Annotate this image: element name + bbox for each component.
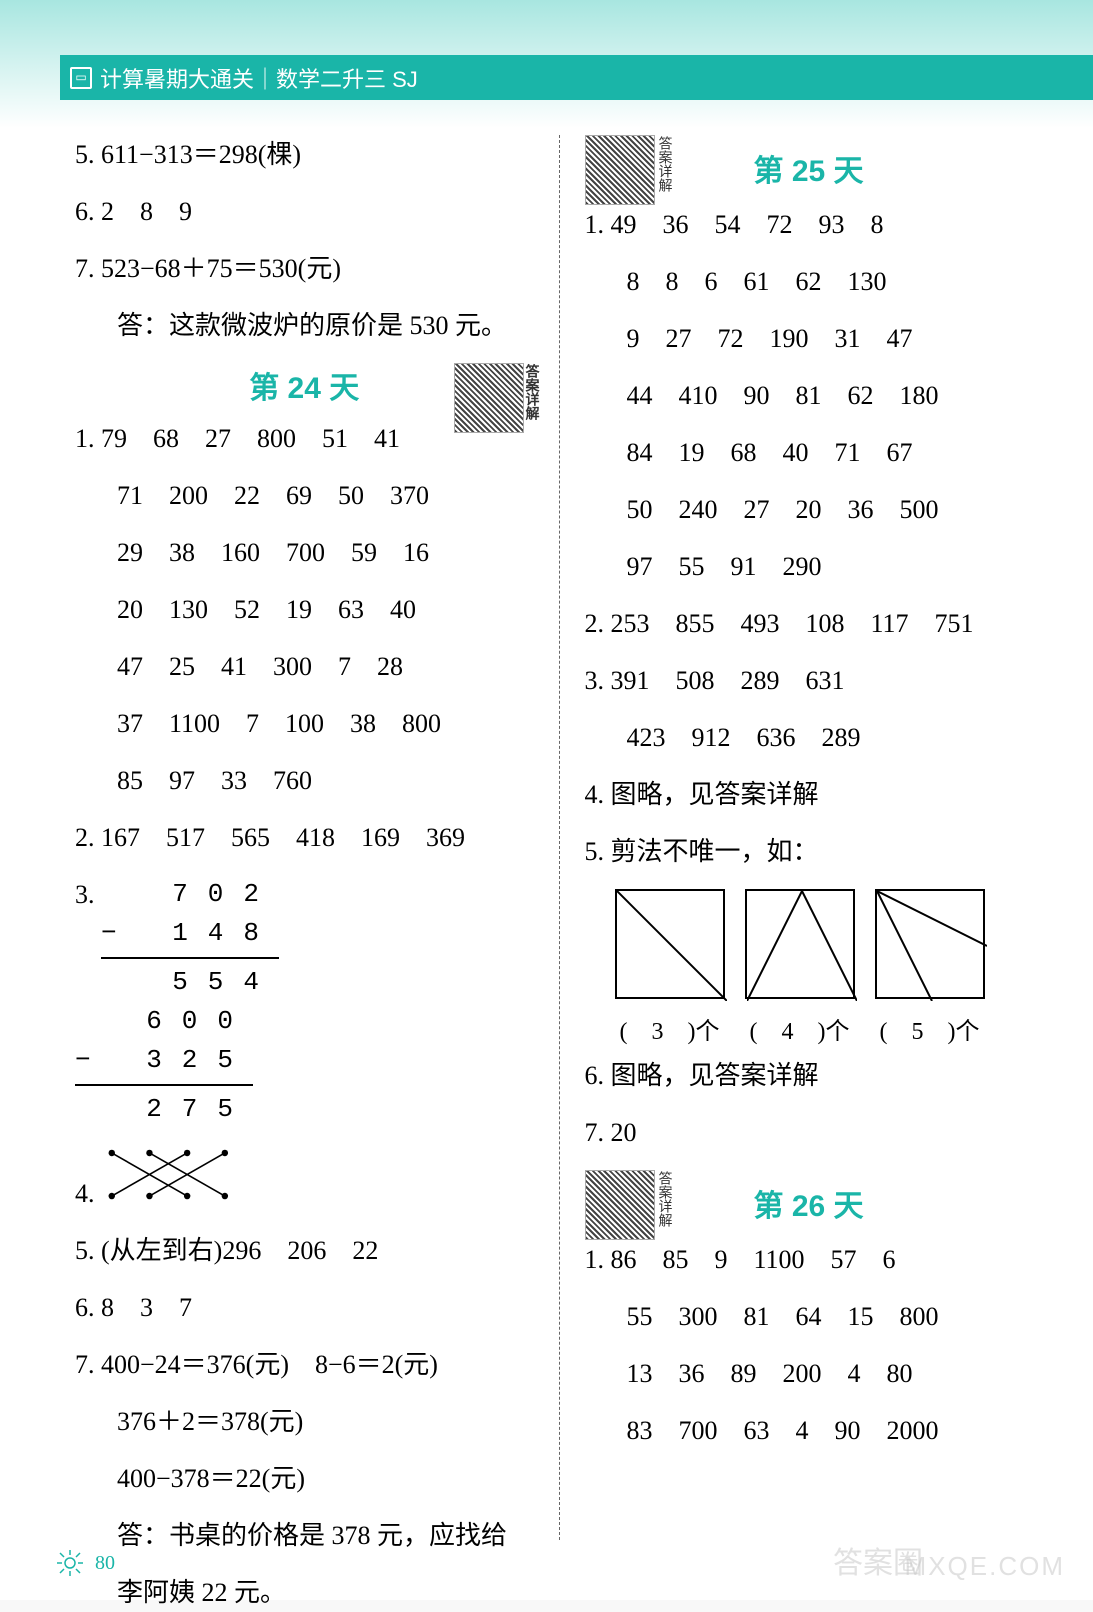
calc-b: 600− 325275: [75, 1002, 253, 1129]
text-line: 3. 391 508 289 631: [585, 661, 1044, 700]
d26-q1: 1. 86 85 9 1100 57 6 55 300 81 64 15 800 1…: [585, 1240, 1044, 1450]
text-line: 83 700 63 4 90 2000: [585, 1411, 1044, 1450]
text-line: 37 1100 7 100 38 800: [75, 704, 534, 743]
cut-item: ( 5 )个: [875, 889, 985, 1046]
d24-q1: 1. 79 68 27 800 51 4171 200 22 69 50 370…: [75, 419, 534, 800]
qr-label: 答案详解: [654, 136, 674, 192]
d25-q4: 4. 图略，见答案详解: [585, 775, 1044, 814]
d24-q4: 4.: [75, 1147, 534, 1213]
text-line: 85 97 33 760: [75, 761, 534, 800]
text-line: 376＋2＝378(元): [75, 1402, 534, 1441]
qr-icon: 答案详解: [585, 1170, 655, 1240]
d24-q2: 2. 167 517 565 418 169 369: [75, 818, 534, 857]
cut-boxes: ( 3 )个( 4 )个( 5 )个: [585, 889, 1044, 1046]
text-line: 423 912 636 289: [585, 718, 1044, 757]
text-line: 答：书桌的价格是 378 元，应找给: [75, 1516, 534, 1555]
d25-q2: 2. 253 855 493 108 117 751: [585, 604, 1044, 643]
header-text: 计算暑期大通关｜数学二升三 SJ: [100, 62, 418, 94]
d24-q4-label: 4.: [75, 1179, 95, 1208]
content-area: 5. 611−313＝298(棵) 6. 2 8 9 7. 523−68＋75＝…: [65, 135, 1053, 1540]
d23-q7b: 答：这款微波炉的原价是 530 元。: [75, 306, 534, 345]
text-line: 71 200 22 69 50 370: [75, 476, 534, 515]
d24-q3: 3. 702− 148554 600− 325275: [75, 875, 534, 1129]
text-line: 55 300 81 64 15 800: [585, 1297, 1044, 1336]
text-line: 1. 49 36 54 72 93 8: [585, 205, 1044, 244]
text-line: 400−378＝22(元): [75, 1459, 534, 1498]
watermark-en: MXQE.COM: [905, 1551, 1065, 1582]
text-line: 9 27 72 190 31 47: [585, 319, 1044, 358]
d24-q5: 5. (从左到右)296 206 22: [75, 1231, 534, 1270]
day24-title: 第 24 天 答案详解: [75, 363, 534, 407]
d24-q7: 7. 400−24＝376(元) 8−6＝2(元) 376＋2＝378(元) 400…: [75, 1345, 534, 1612]
d25-q5: 5. 剪法不唯一，如：: [585, 832, 1044, 871]
d25-q1: 1. 49 36 54 72 93 8 8 8 6 61 62 130 9 27 7…: [585, 205, 1044, 586]
text-line: 50 240 27 20 36 500: [585, 490, 1044, 529]
text-line: 1. 86 85 9 1100 57 6: [585, 1240, 1044, 1279]
d25-q3: 3. 391 508 289 631 423 912 636 289: [585, 661, 1044, 757]
text-line: 20 130 52 19 63 40: [75, 590, 534, 629]
page-number: 80: [95, 1552, 115, 1575]
calc-a: 702− 148554: [101, 875, 279, 1002]
day26-title: 第 26 天: [754, 1181, 864, 1225]
text-line: 47 25 41 300 7 28: [75, 647, 534, 686]
sun-icon: [55, 1548, 85, 1578]
text-line: 84 19 68 40 71 67: [585, 433, 1044, 472]
day26-header: 答案详解 第 26 天: [585, 1170, 1044, 1240]
left-column: 5. 611−313＝298(棵) 6. 2 8 9 7. 523−68＋75＝…: [65, 135, 559, 1540]
text-line: 44 410 90 81 62 180: [585, 376, 1044, 415]
header-bar: ▭ 计算暑期大通关｜数学二升三 SJ: [60, 55, 1093, 100]
text-line: 13 36 89 200 4 80: [585, 1354, 1044, 1393]
day24-title-text: 第 24 天: [249, 372, 359, 405]
qr-icon: 答案详解: [454, 363, 524, 433]
d23-q5: 5. 611−313＝298(棵): [75, 135, 534, 174]
qr-icon: 答案详解: [585, 135, 655, 205]
match-diagram: [101, 1147, 241, 1202]
book-icon: ▭: [70, 67, 92, 89]
qr-day24: 答案详解: [454, 363, 524, 433]
text-line: 97 55 91 290: [585, 547, 1044, 586]
qr-label: 答案详解: [523, 364, 543, 420]
right-column: 答案详解 第 25 天 1. 49 36 54 72 93 8 8 8 6 61 …: [559, 135, 1054, 1540]
qr-day25: 答案详解: [585, 135, 655, 205]
d23-q6: 6. 2 8 9: [75, 192, 534, 231]
text-line: 李阿姨 22 元。: [75, 1573, 534, 1612]
cut-item: ( 4 )个: [745, 889, 855, 1046]
qr-label: 答案详解: [654, 1171, 674, 1227]
text-line: 7. 400−24＝376(元) 8−6＝2(元): [75, 1345, 534, 1384]
d25-q6: 6. 图略，见答案详解: [585, 1056, 1044, 1095]
d23-q7a: 7. 523−68＋75＝530(元): [75, 249, 534, 288]
day25-header: 答案详解 第 25 天: [585, 135, 1044, 205]
d24-q3-label: 3.: [75, 880, 95, 909]
qr-day26: 答案详解: [585, 1170, 655, 1240]
d24-q6: 6. 8 3 7: [75, 1288, 534, 1327]
text-line: 29 38 160 700 59 16: [75, 533, 534, 572]
d25-q7: 7. 20: [585, 1113, 1044, 1152]
cut-item: ( 3 )个: [615, 889, 725, 1046]
text-line: 8 8 6 61 62 130: [585, 262, 1044, 301]
day25-title: 第 25 天: [754, 146, 864, 190]
